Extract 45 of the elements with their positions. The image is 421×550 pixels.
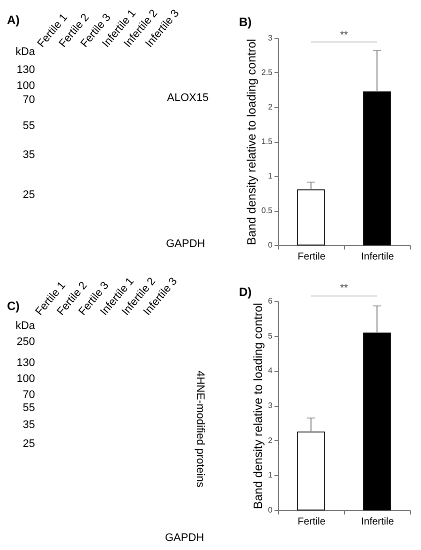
y-tick-label: 1	[268, 172, 274, 180]
text: ALOX15	[167, 92, 209, 104]
text: 130	[16, 357, 35, 369]
chart-title: B)	[239, 15, 252, 29]
y-tick-label: 1	[268, 470, 274, 480]
text: GAPDH	[166, 238, 206, 250]
text: 4HNE-modified proteins	[194, 370, 206, 488]
y-axis-title: Band density relative to loading control	[244, 38, 258, 246]
text: GAPDH	[165, 532, 204, 544]
text: **	[340, 283, 348, 294]
y-tick-label: 2	[268, 436, 274, 445]
x-tick-label: Infertile	[361, 252, 394, 262]
y-tick-label: 5	[268, 331, 274, 340]
x-tick-label: Fertile	[298, 516, 326, 528]
y-tick-label: 0	[268, 240, 274, 250]
y-tick-label: 3	[268, 34, 274, 42]
text: 55	[22, 402, 35, 414]
y-tick-label: 1.5	[261, 137, 274, 146]
text: 100	[16, 80, 35, 92]
x-tick-label: Infertile	[361, 516, 394, 528]
text: C)	[7, 299, 20, 313]
y-tick-label: 0.5	[261, 206, 274, 215]
y-tick-label: 6	[268, 296, 274, 306]
text: 25	[22, 438, 35, 450]
text: 130	[16, 64, 35, 76]
text: 35	[22, 149, 35, 161]
x-tick-label: Fertile	[298, 252, 326, 262]
text: 55	[22, 120, 35, 132]
text: 70	[22, 94, 35, 106]
text: 25	[22, 189, 35, 201]
y-tick-label: 2	[268, 102, 274, 112]
y-tick-label: 0	[268, 506, 274, 514]
text: kDa	[15, 320, 36, 332]
text: 35	[22, 419, 35, 431]
text: 100	[16, 373, 35, 385]
text: kDa	[15, 46, 36, 58]
annotation: **	[340, 30, 348, 41]
text: A)	[7, 13, 20, 27]
text: 250	[16, 336, 35, 348]
chart-title: D)	[239, 285, 252, 299]
y-tick-label: 3	[268, 401, 274, 410]
y-tick-label: 2.5	[261, 68, 274, 77]
y-tick-label: 4	[268, 366, 274, 376]
text: 70	[22, 389, 35, 401]
y-axis-title: Band density relative to loading control	[251, 302, 266, 510]
